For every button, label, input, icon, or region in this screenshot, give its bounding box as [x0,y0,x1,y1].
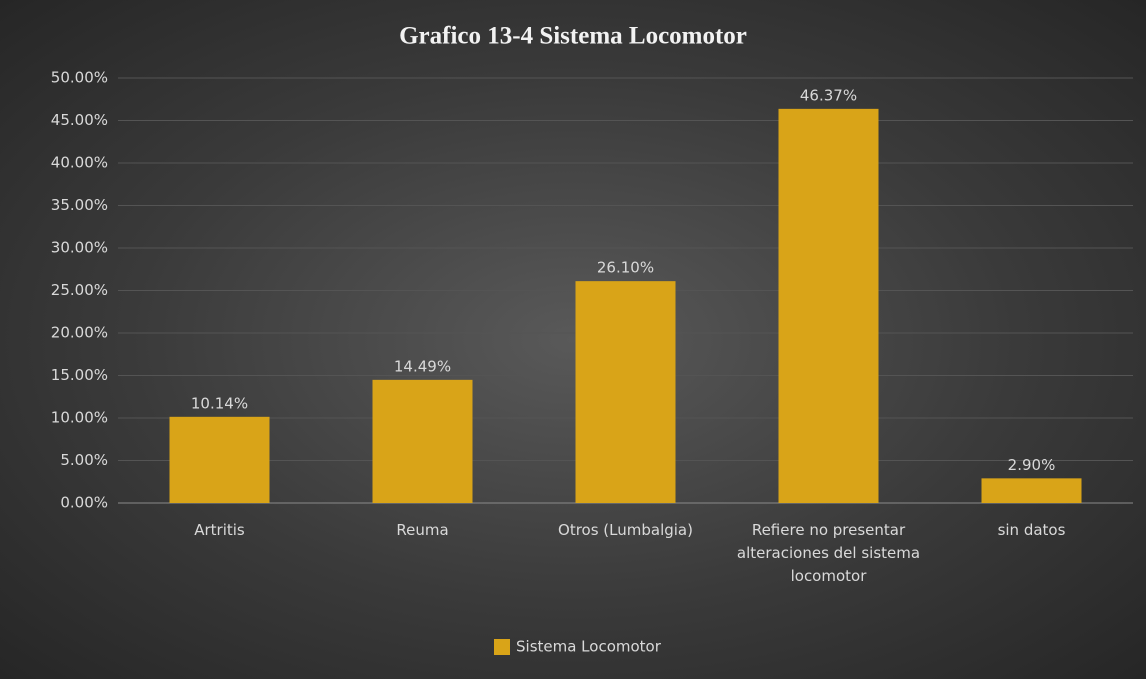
y-tick-label: 5.00% [60,451,108,469]
bar [575,281,676,503]
x-tick-label: Refiere no presentar alteraciones del si… [736,521,921,585]
x-tick-label: Reuma [396,521,449,539]
legend-swatch [494,639,510,655]
data-label: 10.14% [191,394,248,412]
data-label: 46.37% [800,86,857,104]
data-label: 26.10% [597,259,654,277]
bar [981,478,1082,503]
bar [372,379,473,503]
y-tick-label: 15.00% [51,366,108,384]
chart-title: Grafico 13-4 Sistema Locomotor [399,23,747,50]
data-label: 2.90% [1008,456,1056,474]
bar [778,108,879,503]
x-tick-label: sin datos [997,521,1066,539]
y-tick-label: 20.00% [51,324,108,342]
x-tick-label: Otros (Lumbalgia) [558,521,693,539]
legend-label: Sistema Locomotor [516,638,662,656]
y-tick-label: 30.00% [51,239,108,257]
y-tick-label: 45.00% [51,111,108,129]
y-tick-label: 0.00% [60,494,108,512]
bar [169,416,270,503]
y-tick-label: 40.00% [51,154,108,172]
data-label: 14.49% [394,357,451,375]
y-tick-label: 35.00% [51,196,108,214]
x-tick-label: Artritis [194,521,245,539]
y-tick-label: 10.00% [51,409,108,427]
y-tick-label: 50.00% [51,69,108,87]
y-tick-label: 25.00% [51,281,108,299]
